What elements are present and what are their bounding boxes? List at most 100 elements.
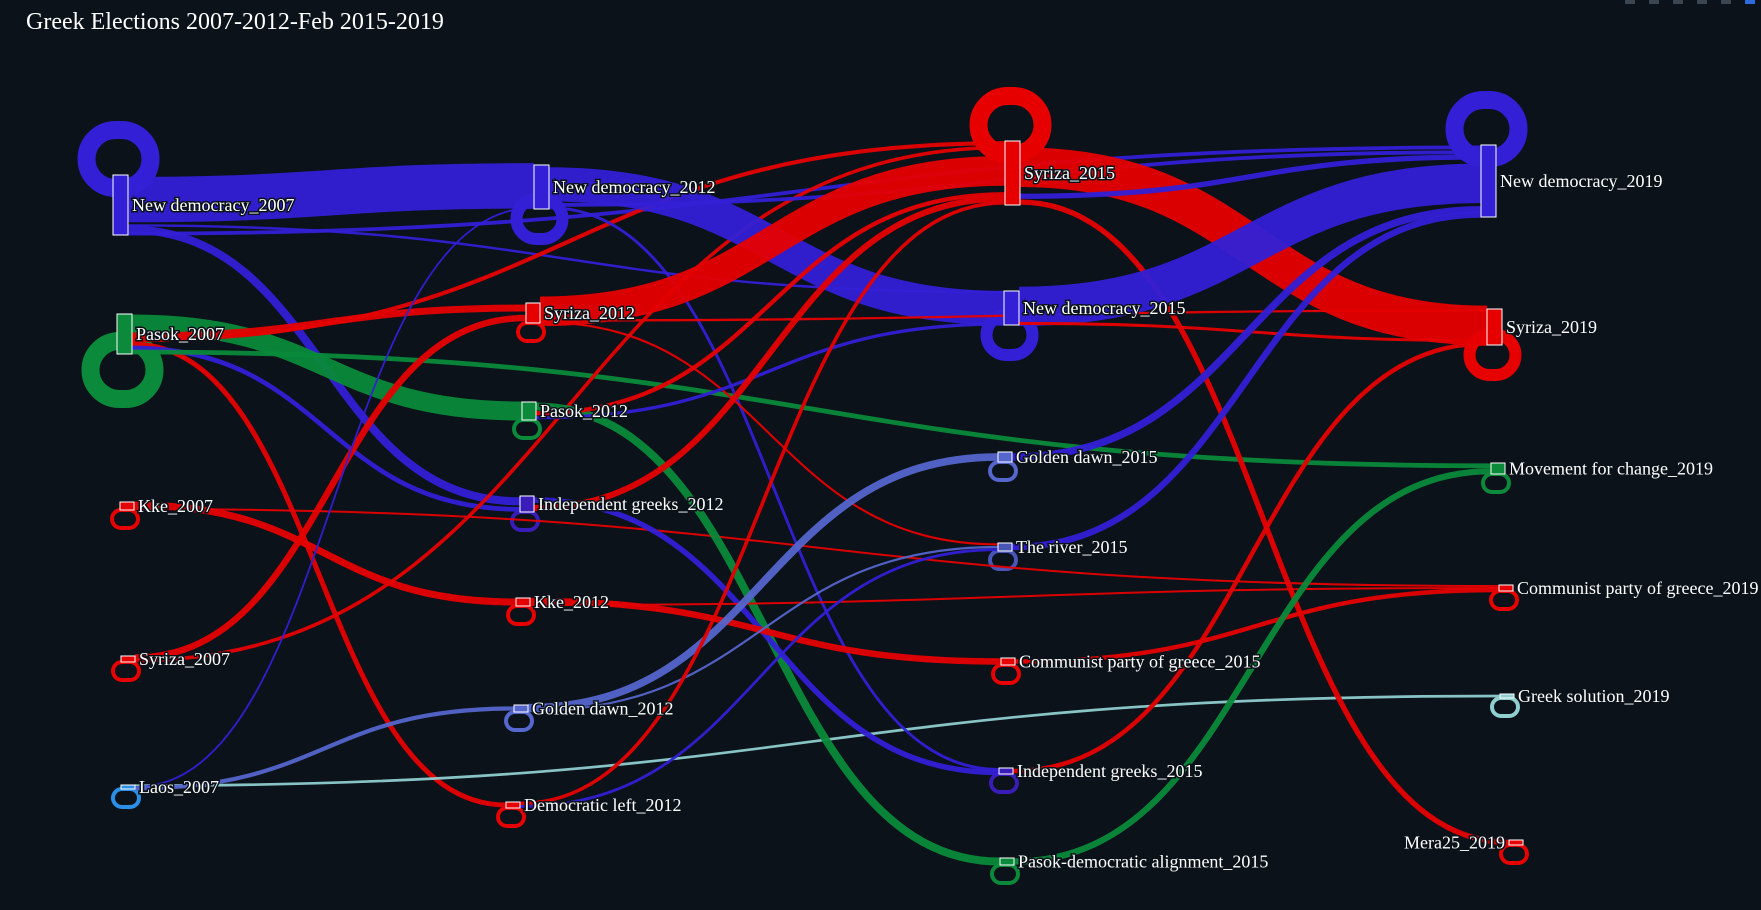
node-label-nd12: New democracy_2012 — [553, 177, 715, 197]
link-la07-gs19[interactable] — [134, 694, 1501, 788]
link-ig15-sy19[interactable] — [1012, 341, 1488, 774]
link-sy12-sy15[interactable] — [539, 156, 1006, 327]
node-label-sy07: Syriza_2007 — [139, 649, 230, 669]
link-nd07-nd19[interactable] — [127, 145, 1482, 236]
link-pa07-ig12[interactable] — [131, 345, 521, 512]
link-ig12-ig15[interactable] — [533, 497, 1000, 776]
link-nd15-sy19[interactable] — [1018, 321, 1488, 343]
modebar[interactable] — [1625, 0, 1755, 6]
node-label-dl12: Democratic left_2012 — [524, 795, 681, 815]
loop-gd12 — [504, 710, 534, 732]
node-tr15[interactable] — [997, 542, 1013, 552]
node-kk07[interactable] — [119, 501, 135, 511]
link-la07-nd12[interactable] — [134, 206, 535, 788]
loop-sy07 — [111, 660, 141, 682]
loop-gs19 — [1490, 696, 1520, 718]
link-kk15-kk19[interactable] — [1014, 587, 1500, 664]
link-pa07-sy15[interactable] — [131, 141, 1006, 343]
node-label-sy12: Syriza_2012 — [544, 303, 635, 323]
link-sy07-sy12[interactable] — [134, 314, 527, 661]
link-sy15-mr19[interactable] — [1019, 199, 1510, 846]
node-la07[interactable] — [120, 784, 136, 790]
loop-kk19 — [1489, 589, 1519, 611]
link-pa12-sy15[interactable] — [535, 192, 1006, 416]
node-label-nd15: New democracy_2015 — [1023, 298, 1185, 318]
node-label-sy19: Syriza_2019 — [1506, 317, 1597, 337]
node-label-kk12: Kke_2012 — [534, 592, 609, 612]
node-nd19[interactable] — [1480, 144, 1497, 218]
link-gd15-nd19[interactable] — [1011, 206, 1482, 461]
node-sy07[interactable] — [120, 655, 136, 663]
node-sy15[interactable] — [1004, 140, 1021, 206]
link-pa07-pa12[interactable] — [131, 314, 523, 421]
node-label-gs19: Greek solution_2019 — [1518, 686, 1669, 706]
node-label-ig12: Independent greeks_2012 — [538, 494, 723, 514]
node-gs19[interactable] — [1499, 693, 1515, 699]
link-nd12-ig15[interactable] — [548, 206, 1000, 771]
node-mr19[interactable] — [1508, 839, 1524, 846]
plotly-logo-icon[interactable] — [1745, 0, 1755, 4]
node-pa12[interactable] — [521, 401, 537, 421]
link-pa07-mc19[interactable] — [131, 349, 1492, 469]
link-sy07-sy15[interactable] — [134, 145, 1006, 663]
node-nd12[interactable] — [533, 164, 550, 210]
node-sy19[interactable] — [1486, 308, 1503, 346]
loop-pda15 — [990, 863, 1020, 885]
node-labels: New democracy_2007 Pasok_2007 Kke_2007 Syri… — [131, 162, 1760, 874]
node-kk15[interactable] — [1000, 657, 1016, 666]
camera-icon[interactable] — [1625, 0, 1635, 4]
link-la07-gd12[interactable] — [134, 706, 515, 791]
node-gd12[interactable] — [513, 704, 529, 713]
node-nd07[interactable] — [112, 174, 129, 236]
node-label-nd19: New democracy_2019 — [1500, 171, 1662, 191]
zoom-icon[interactable] — [1649, 0, 1659, 4]
link-sy12-tr15[interactable] — [539, 321, 999, 546]
node-label-gd15: Golden dawn_2015 — [1016, 447, 1157, 467]
loop-pa12 — [512, 418, 542, 440]
autoscale-icon[interactable] — [1721, 0, 1731, 4]
node-kk19[interactable] — [1498, 584, 1514, 592]
link-sy15-nd19[interactable] — [1019, 154, 1482, 199]
node-label-sy15: Syriza_2015 — [1024, 163, 1115, 183]
node-label-kk19: Communist party of greece_2019 — [1517, 578, 1758, 598]
loop-kk12 — [506, 604, 536, 626]
node-label-pa07: Pasok_2007 — [136, 324, 224, 344]
node-label-pa12: Pasok_2012 — [540, 401, 628, 421]
node-nd15[interactable] — [1003, 290, 1020, 326]
node-pda15[interactable] — [999, 857, 1015, 866]
link-gd12-gd15[interactable] — [527, 453, 999, 712]
node-gd15[interactable] — [997, 451, 1013, 463]
link-nd07-nd12[interactable] — [127, 163, 535, 223]
loop-kk15 — [991, 663, 1021, 685]
reset-axes-icon[interactable] — [1697, 0, 1707, 4]
sankey-nodes — [112, 140, 1524, 866]
node-sy12[interactable] — [525, 302, 541, 324]
node-pa07[interactable] — [116, 313, 133, 355]
node-ig15[interactable] — [998, 767, 1014, 775]
link-kk12-kk19[interactable] — [529, 587, 1500, 606]
link-tr15-nd19[interactable] — [1011, 211, 1482, 551]
link-nd15-nd19[interactable] — [1018, 163, 1482, 327]
node-kk12[interactable] — [515, 597, 531, 607]
loop-gd15 — [988, 460, 1018, 482]
link-pa12-nd15[interactable] — [535, 322, 1005, 420]
link-pda15-mc19[interactable] — [1013, 468, 1492, 865]
link-gd12-tr15[interactable] — [527, 545, 999, 713]
node-label-nd07: New democracy_2007 — [132, 195, 294, 215]
node-mc19[interactable] — [1490, 462, 1506, 475]
pan-icon[interactable] — [1673, 0, 1683, 4]
loop-ig15 — [989, 772, 1019, 794]
link-dl12-sy15[interactable] — [519, 201, 1006, 806]
link-kk07-kk19[interactable] — [133, 508, 1500, 587]
link-ig12-sy15[interactable] — [533, 195, 1006, 512]
node-label-kk15: Communist party of greece_2015 — [1019, 652, 1260, 672]
node-ig12[interactable] — [519, 495, 535, 513]
loop-mc19 — [1481, 472, 1511, 494]
node-label-tr15: The river_2015 — [1016, 537, 1127, 557]
link-dl12-tr15[interactable] — [519, 548, 999, 808]
node-label-ig15: Independent greeks_2015 — [1017, 761, 1202, 781]
node-label-kk07: Kke_2007 — [138, 496, 213, 516]
node-label-la07: Laos_2007 — [139, 777, 219, 797]
node-dl12[interactable] — [505, 801, 521, 809]
